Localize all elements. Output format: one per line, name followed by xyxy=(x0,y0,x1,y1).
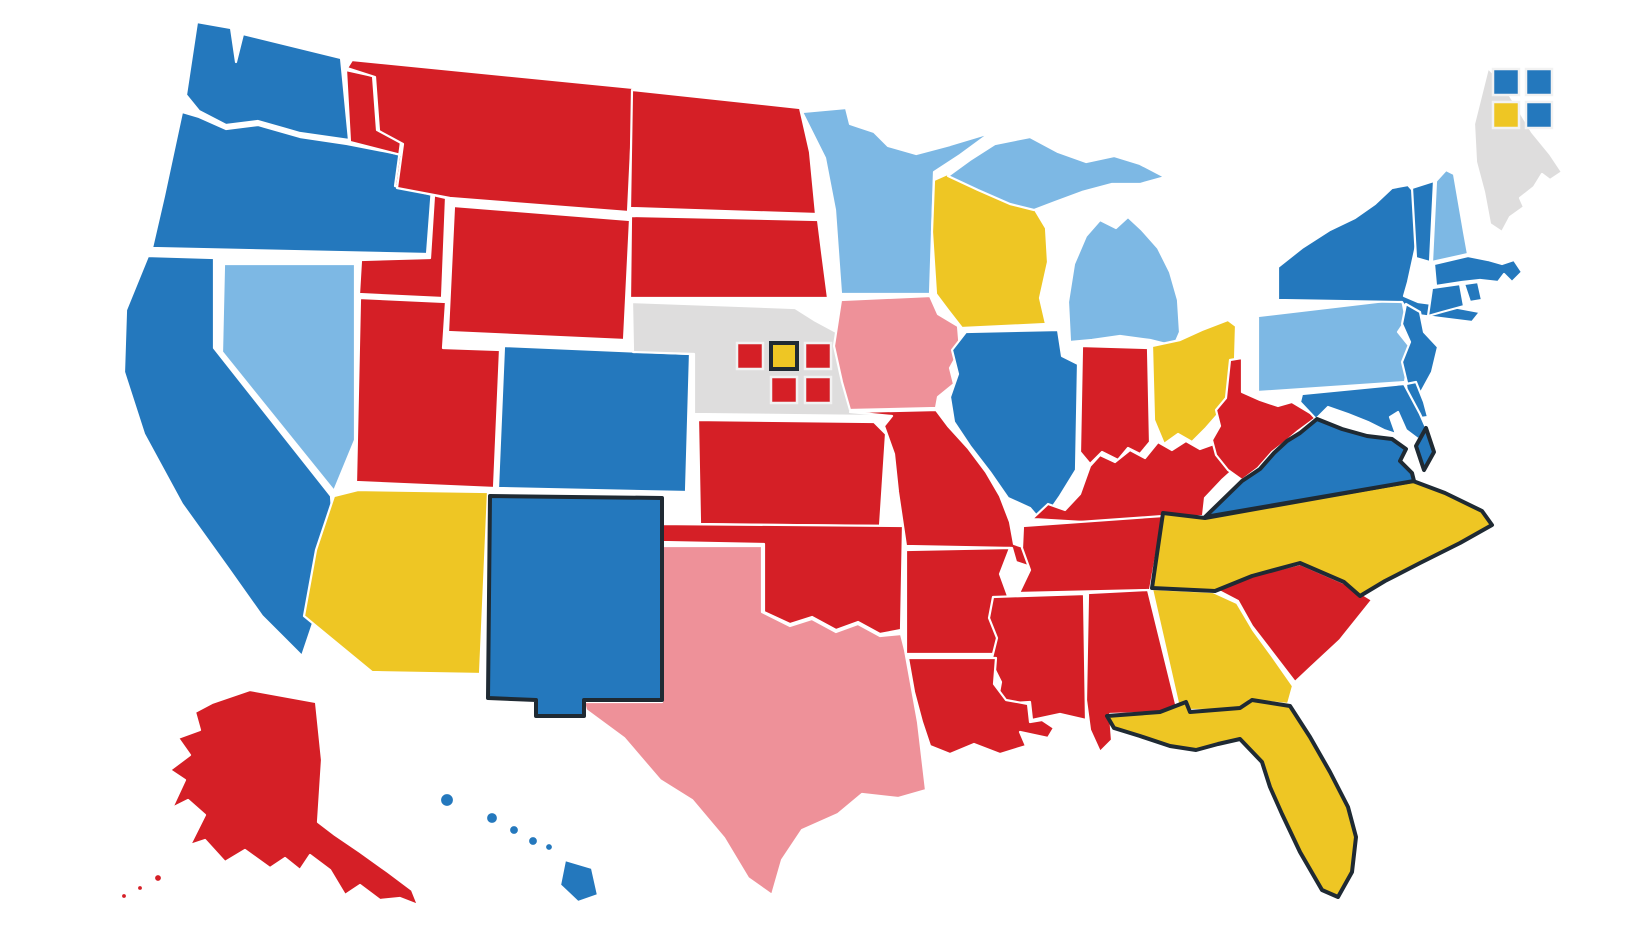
ev-square-maine-1[interactable] xyxy=(1491,67,1521,97)
state-kansas[interactable] xyxy=(696,418,888,528)
state-hawaii[interactable] xyxy=(438,791,600,904)
state-indiana[interactable] xyxy=(1078,344,1152,466)
ev-square-nebraska-1[interactable] xyxy=(735,341,765,371)
state-west-virginia[interactable] xyxy=(1210,356,1319,482)
ev-square-nebraska-5[interactable] xyxy=(803,375,833,405)
state-arizona[interactable] xyxy=(302,488,490,676)
states-layer xyxy=(119,20,1564,907)
state-colorado[interactable] xyxy=(496,344,692,494)
state-oregon[interactable] xyxy=(150,110,436,256)
state-washington[interactable] xyxy=(184,20,351,142)
ev-square-maine-4[interactable] xyxy=(1524,100,1554,130)
ev-square-maine-2[interactable] xyxy=(1524,67,1554,97)
state-minnesota[interactable] xyxy=(800,106,992,296)
state-florida[interactable] xyxy=(1105,698,1358,899)
state-new-hampshire[interactable] xyxy=(1430,168,1470,264)
ev-square-nebraska-2[interactable] xyxy=(769,341,799,371)
state-texas[interactable] xyxy=(582,544,928,897)
state-iowa[interactable] xyxy=(832,294,962,412)
state-virginia[interactable] xyxy=(1203,417,1436,519)
state-alaska[interactable] xyxy=(119,688,420,907)
state-south-dakota[interactable] xyxy=(628,214,830,300)
state-vermont[interactable] xyxy=(1410,179,1436,264)
state-california[interactable] xyxy=(122,254,337,658)
state-north-dakota[interactable] xyxy=(628,88,818,216)
ev-square-maine-3[interactable] xyxy=(1491,100,1521,130)
state-michigan[interactable] xyxy=(946,135,1182,348)
state-pennsylvania[interactable] xyxy=(1256,297,1412,394)
state-massachusetts[interactable] xyxy=(1432,254,1524,288)
electoral-vote-squares-layer xyxy=(735,67,1554,405)
state-wyoming[interactable] xyxy=(446,204,632,342)
state-kentucky[interactable] xyxy=(1030,439,1244,525)
state-louisiana[interactable] xyxy=(906,656,1056,756)
state-illinois[interactable] xyxy=(948,328,1080,524)
state-connecticut[interactable] xyxy=(1426,282,1466,318)
state-new-mexico[interactable] xyxy=(486,494,664,718)
state-oklahoma[interactable] xyxy=(660,522,905,636)
ev-square-nebraska-3[interactable] xyxy=(803,341,833,371)
state-tennessee[interactable] xyxy=(1017,514,1165,595)
state-nevada[interactable] xyxy=(220,262,357,493)
state-utah[interactable] xyxy=(354,296,502,490)
ev-square-nebraska-4[interactable] xyxy=(769,375,799,405)
state-rhode-island[interactable] xyxy=(1462,280,1484,304)
state-maryland[interactable] xyxy=(1298,382,1430,441)
state-north-carolina[interactable] xyxy=(1150,479,1494,598)
